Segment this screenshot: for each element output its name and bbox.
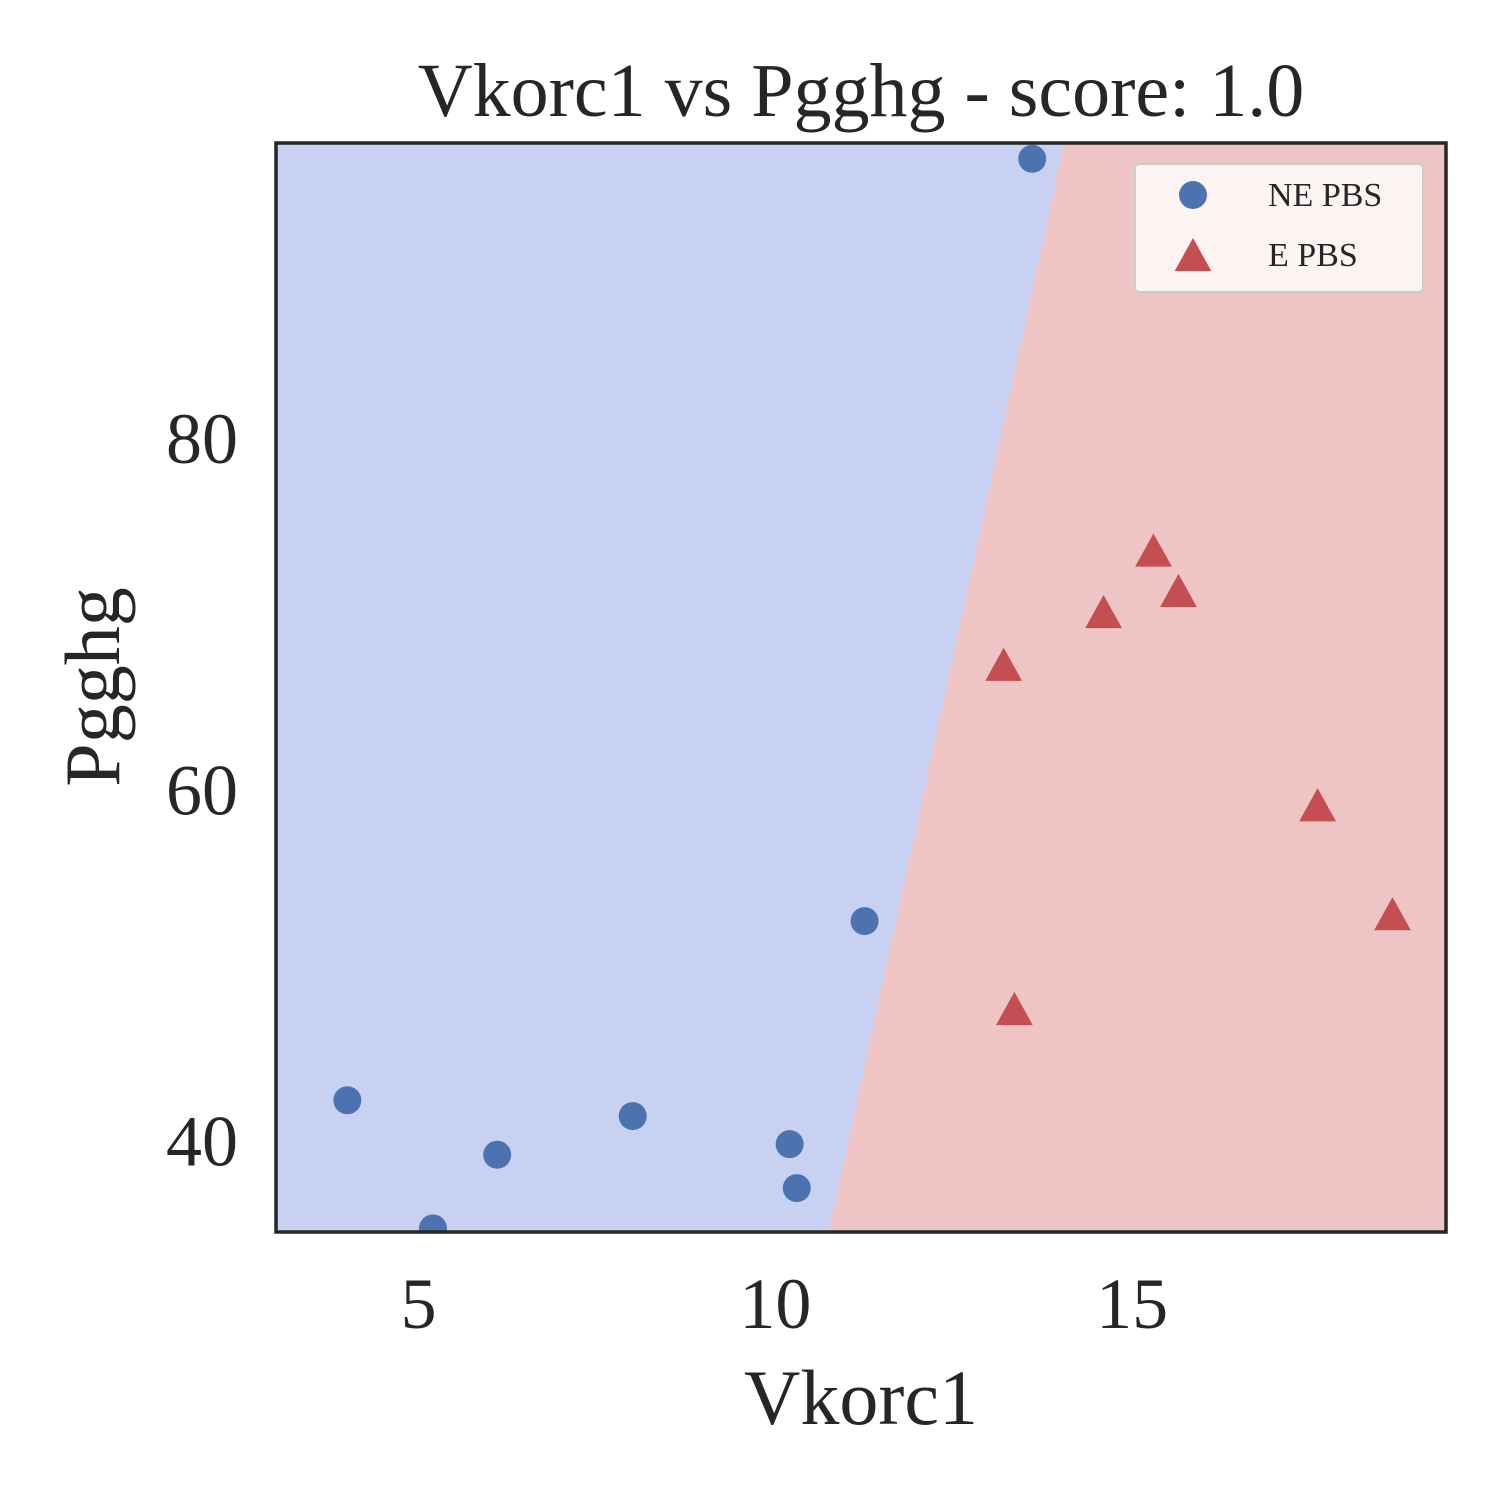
point-circle-0-1 (850, 907, 879, 936)
point-triangle-1-6 (996, 991, 1033, 1026)
point-circle-0-7 (418, 1214, 447, 1232)
point-triangle-1-0 (1135, 533, 1172, 567)
legend-marker-1 (1174, 238, 1212, 272)
point-triangle-1-3 (985, 647, 1023, 681)
chart-title: Vkorc1 vs Pgghg - score: 1.0 (418, 49, 1305, 133)
point-circle-0-3 (618, 1102, 647, 1131)
legend-marker-0 (1179, 181, 1207, 209)
y-axis-label: Pgghg (49, 587, 136, 786)
legend-label-0: NE PBS (1268, 177, 1382, 214)
points-layer (333, 144, 1411, 1232)
point-triangle-1-5 (1374, 897, 1411, 931)
point-circle-0-5 (775, 1130, 804, 1159)
point-triangle-1-4 (1299, 788, 1336, 822)
point-triangle-1-2 (1085, 594, 1122, 629)
point-circle-0-4 (483, 1140, 512, 1169)
plot-area (274, 141, 1448, 1234)
decision-region-e (828, 143, 1446, 1232)
y-axis-ticks: 40 60 80 (166, 399, 238, 1182)
x-tick-label: 10 (739, 1264, 811, 1344)
x-axis-label: Vkorc1 (744, 1354, 978, 1441)
point-circle-0-0 (1018, 144, 1047, 173)
plot-frame (274, 141, 1448, 1234)
decision-region-ne (276, 143, 1065, 1232)
y-tick-label: 40 (166, 1102, 238, 1182)
y-tick-label: 80 (166, 399, 238, 479)
legend-box (1134, 163, 1424, 293)
point-triangle-1-1 (1160, 573, 1197, 608)
x-axis-ticks: 5 10 15 (401, 1264, 1168, 1344)
x-tick-label: 15 (1096, 1264, 1168, 1344)
point-circle-0-2 (333, 1086, 362, 1115)
x-tick-label: 5 (401, 1264, 437, 1344)
legend-label-1: E PBS (1268, 237, 1358, 274)
legend-items: NE PBS E PBS (1174, 177, 1382, 274)
point-circle-0-6 (782, 1174, 811, 1203)
y-tick-label: 60 (166, 750, 238, 830)
legend: NE PBS E PBS (1134, 163, 1424, 293)
